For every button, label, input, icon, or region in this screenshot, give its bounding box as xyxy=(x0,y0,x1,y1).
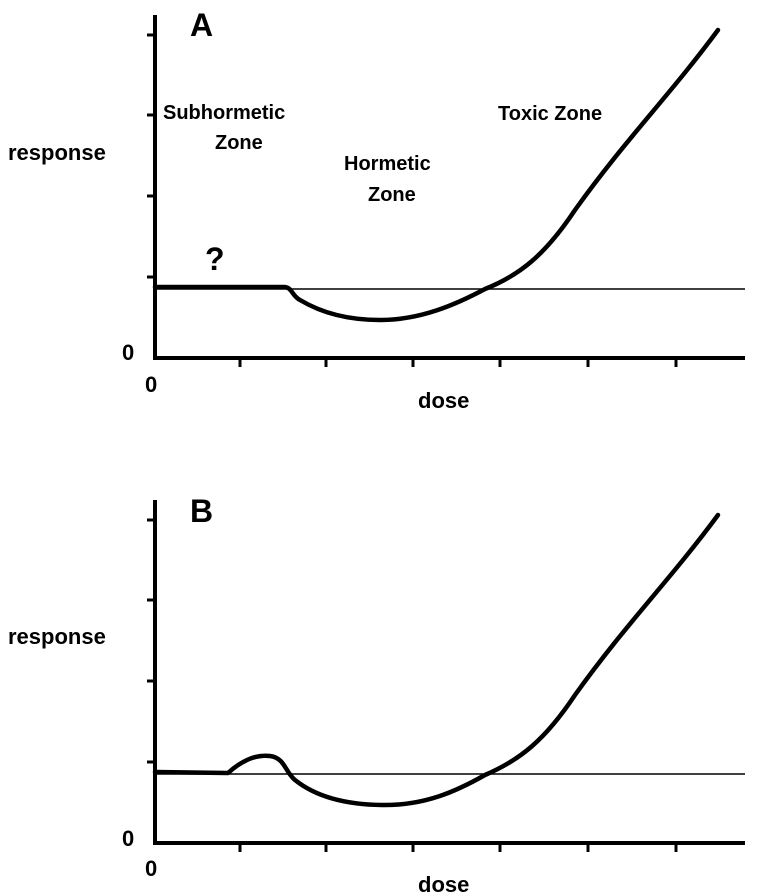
panel-label: A xyxy=(190,7,213,43)
x-axis-label: dose xyxy=(418,872,469,896)
y-ticks xyxy=(147,518,155,764)
zone-label-line: Zone xyxy=(368,184,416,206)
zone-label-line: Zone xyxy=(215,132,263,154)
x-origin-label: 0 xyxy=(145,856,157,881)
axes xyxy=(153,500,745,845)
response-curve xyxy=(152,27,721,323)
question-mark: ? xyxy=(205,241,225,277)
x-origin-label: 0 xyxy=(145,372,157,397)
zone-label-line: Subhormetic xyxy=(163,102,285,124)
zone-label-line: Toxic Zone xyxy=(498,103,602,125)
y-axis-label: response xyxy=(8,140,106,165)
panel-label: B xyxy=(190,493,213,529)
y-origin-label: 0 xyxy=(122,826,134,851)
axes xyxy=(153,15,745,360)
x-ticks xyxy=(238,843,678,852)
y-axis-label: response xyxy=(8,624,106,649)
zone-label-line: Hormetic xyxy=(344,153,431,175)
response-curve xyxy=(152,512,721,808)
x-ticks xyxy=(238,358,678,367)
y-origin-label: 0 xyxy=(122,340,134,365)
x-axis-label: dose xyxy=(418,388,469,413)
panel-b: B response dose 0 0 xyxy=(8,493,745,896)
y-ticks xyxy=(147,33,155,279)
panel-a: A response dose 0 0 Subhormetic Zone Hor… xyxy=(8,7,745,413)
